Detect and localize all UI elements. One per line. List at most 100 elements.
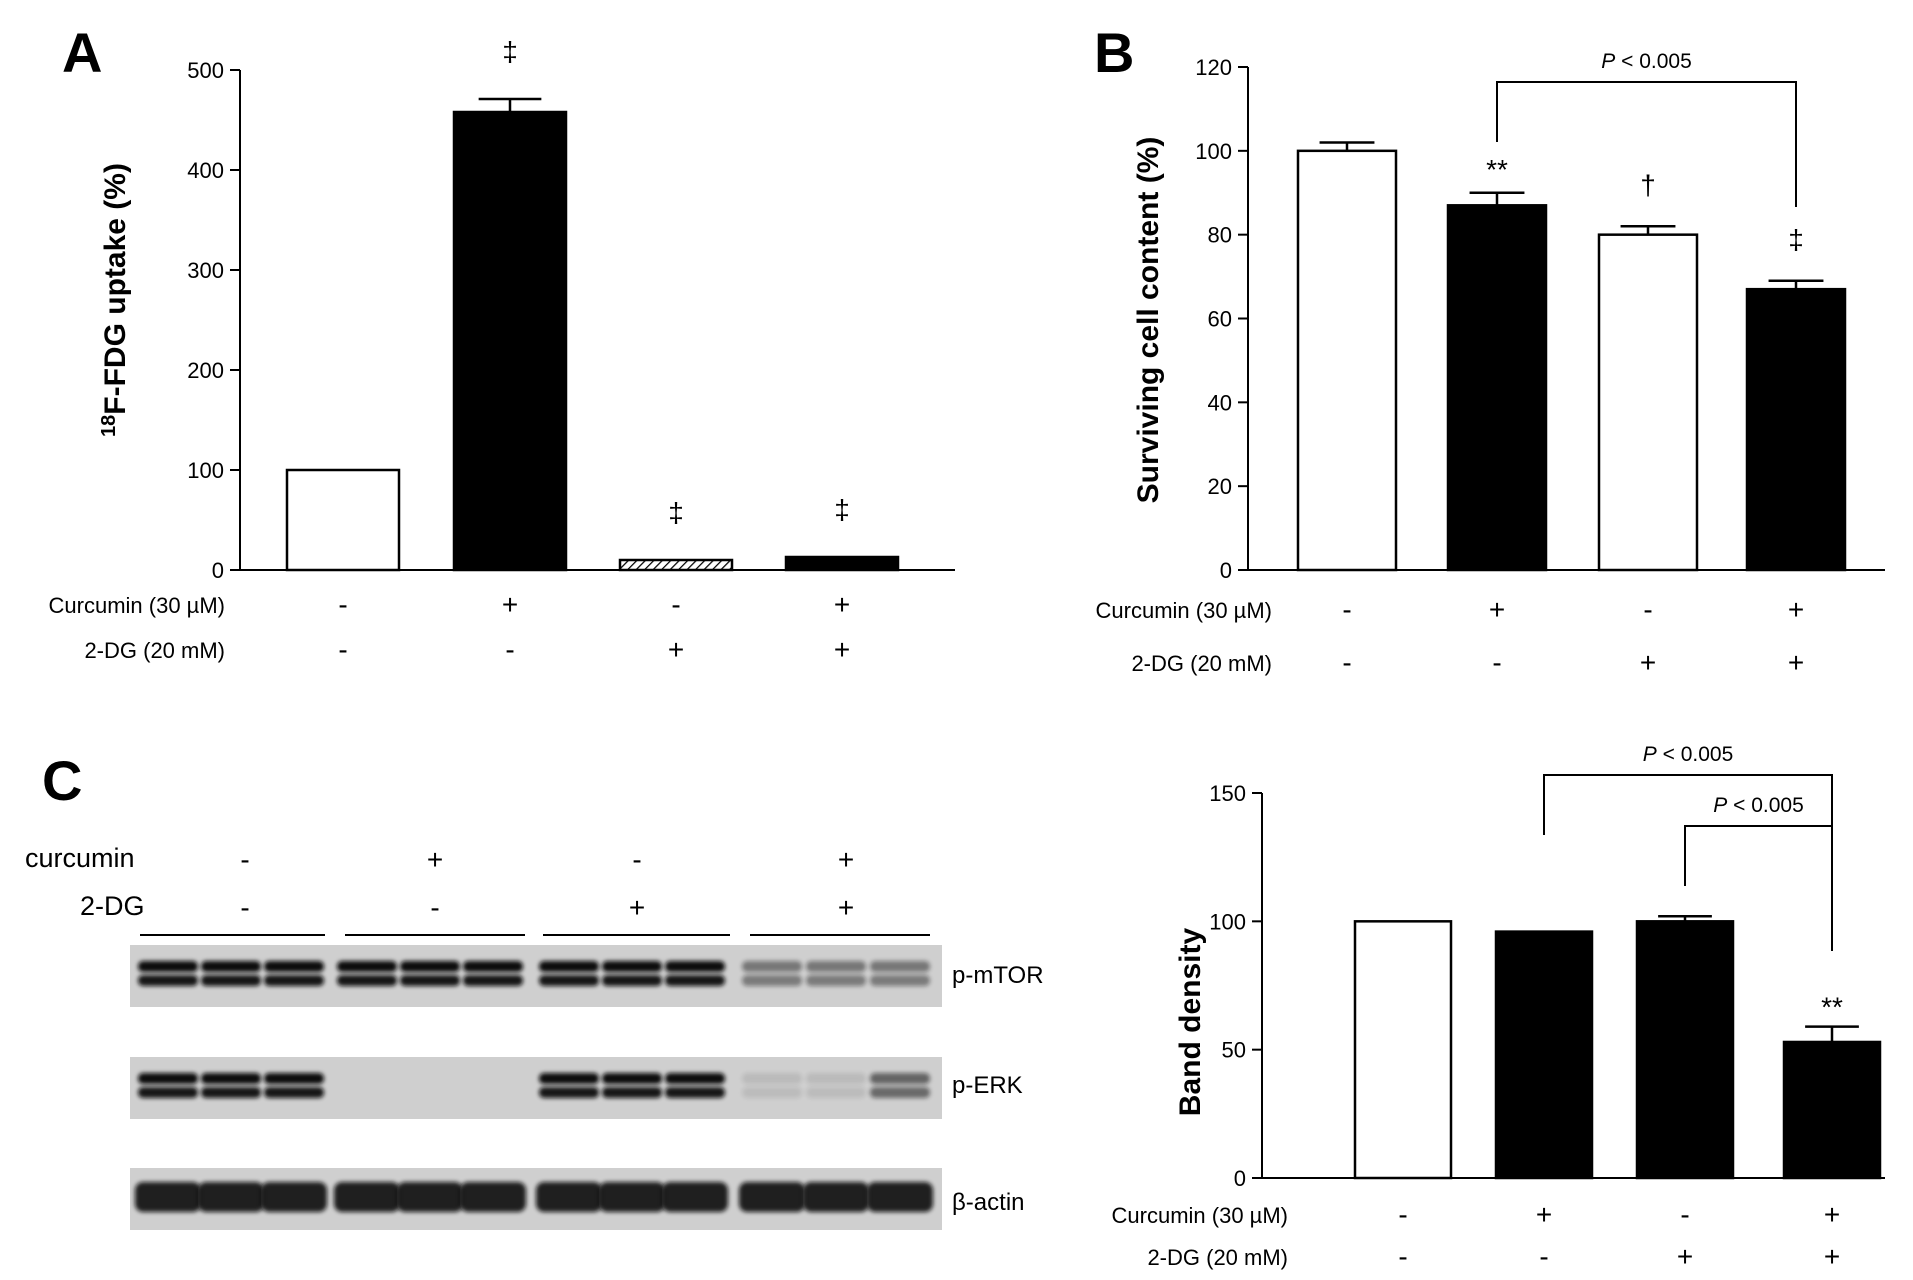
blot-band bbox=[135, 1182, 201, 1212]
chart-c-condition-sign: - bbox=[1398, 1199, 1407, 1230]
chart-c-y-tick-label: 150 bbox=[1209, 781, 1246, 806]
blot-band bbox=[460, 1182, 526, 1212]
chart-a-y-tick-label: 500 bbox=[187, 58, 224, 83]
blot-condition-sign: + bbox=[838, 844, 854, 875]
blot-band bbox=[867, 1182, 933, 1212]
blot-band-label: p-mTOR bbox=[952, 962, 1044, 989]
chart-a-condition-sign: + bbox=[668, 634, 684, 665]
blot-band bbox=[264, 961, 324, 972]
chart-c-bar bbox=[1782, 1040, 1882, 1180]
blot-band bbox=[201, 961, 261, 972]
chart-b-y-tick-label: 120 bbox=[1195, 55, 1232, 80]
blot-band bbox=[337, 961, 397, 972]
chart-c-condition-sign: + bbox=[1536, 1199, 1552, 1230]
blot-membrane bbox=[130, 1057, 942, 1119]
blot-band bbox=[201, 1073, 261, 1084]
chart-c-bar bbox=[1635, 920, 1735, 1180]
chart-c-p-value-label: P < 0.005 bbox=[1643, 743, 1734, 766]
blot-band bbox=[539, 961, 599, 972]
chart-a-condition-sign: - bbox=[338, 589, 347, 620]
chart-a: 18F-FDG uptake (%) 0 100 200 300 400 500 ‡ ‡ ‡ Cu… bbox=[49, 36, 955, 665]
chart-c-significance-bracket bbox=[1684, 825, 1833, 951]
blot-band-label: β-actin bbox=[952, 1189, 1025, 1216]
blot-band bbox=[539, 975, 599, 986]
chart-c-condition-sign: + bbox=[1824, 1199, 1840, 1230]
blot-band bbox=[198, 1182, 264, 1212]
blot-condition-sign: - bbox=[240, 844, 249, 875]
blot-band bbox=[539, 1073, 599, 1084]
chart-a-condition-sign: + bbox=[502, 589, 518, 620]
blot-band bbox=[742, 1087, 802, 1098]
chart-a-y-tick-label: 0 bbox=[212, 558, 224, 583]
chart-a-significance-mark: ‡ bbox=[502, 36, 518, 67]
blot-band bbox=[264, 1087, 324, 1098]
blot-band bbox=[742, 975, 802, 986]
chart-b-significance-mark: ** bbox=[1486, 154, 1508, 185]
blot-band bbox=[261, 1182, 327, 1212]
panel-label-b: B bbox=[1094, 21, 1134, 84]
blot-band bbox=[665, 1087, 725, 1098]
chart-c-condition-sign: - bbox=[1398, 1241, 1407, 1272]
chart-c-y-tick-label: 0 bbox=[1234, 1166, 1246, 1191]
chart-a-y-tick-label: 400 bbox=[187, 158, 224, 183]
blot-condition-sign: + bbox=[629, 892, 645, 923]
chart-b-y-tick-label: 40 bbox=[1208, 390, 1232, 415]
blot-band bbox=[739, 1182, 805, 1212]
chart-b-bar bbox=[1745, 287, 1847, 572]
chart-a-condition-sign: - bbox=[338, 634, 347, 665]
chart-c-y-tick-label: 100 bbox=[1209, 909, 1246, 934]
blot-band-label: p-ERK bbox=[952, 1072, 1023, 1099]
chart-b: Surviving cell content (%) 0 20 40 60 80 100 1… bbox=[1096, 50, 1885, 678]
blot-band bbox=[400, 975, 460, 986]
blot-band bbox=[870, 961, 930, 972]
blot-condition-label: curcumin bbox=[25, 843, 135, 873]
chart-a-condition-sign: - bbox=[505, 634, 514, 665]
blot-band bbox=[201, 1087, 261, 1098]
panel-label-c: C bbox=[42, 749, 82, 812]
blot-band bbox=[337, 975, 397, 986]
chart-b-bar bbox=[1296, 149, 1398, 572]
blot-condition-sign: - bbox=[240, 892, 249, 923]
blot-band bbox=[334, 1182, 400, 1212]
blot-band bbox=[870, 1087, 930, 1098]
chart-a-significance-mark: ‡ bbox=[668, 497, 684, 528]
blot-band bbox=[742, 1073, 802, 1084]
chart-b-bar bbox=[1446, 204, 1548, 572]
blot-band bbox=[138, 1073, 198, 1084]
chart-c-condition-label: Curcumin (30 µM) bbox=[1112, 1203, 1288, 1228]
chart-b-p-value-label: P < 0.005 bbox=[1601, 50, 1692, 73]
blot-condition-sign: - bbox=[632, 844, 641, 875]
blot-band bbox=[602, 1073, 662, 1084]
chart-c-condition-sign: - bbox=[1680, 1199, 1689, 1230]
blot-band bbox=[138, 1087, 198, 1098]
chart-a-bar bbox=[618, 558, 734, 572]
chart-b-bar bbox=[1597, 233, 1699, 572]
chart-b-significance-bracket bbox=[1496, 81, 1797, 207]
blot-band bbox=[665, 1073, 725, 1084]
chart-b-condition-sign: + bbox=[1489, 594, 1505, 625]
chart-b-y-tick-label: 80 bbox=[1208, 223, 1232, 248]
chart-b-condition-sign: - bbox=[1492, 647, 1501, 678]
chart-b-y-axis-label: Surviving cell content (%) bbox=[1132, 137, 1165, 504]
blot-band bbox=[602, 961, 662, 972]
chart-c-condition-sign: - bbox=[1539, 1241, 1548, 1272]
blot-band bbox=[138, 975, 198, 986]
blot-band bbox=[463, 961, 523, 972]
blot-band bbox=[201, 975, 261, 986]
chart-b-condition-sign: - bbox=[1643, 594, 1652, 625]
chart-b-y-tick-label: 20 bbox=[1208, 474, 1232, 499]
blot-band bbox=[539, 1087, 599, 1098]
blot-band bbox=[870, 1073, 930, 1084]
blot-condition-sign: - bbox=[430, 892, 439, 923]
blot-band bbox=[602, 975, 662, 986]
chart-c-band-density: Band density 0 50 100 150 ** Curcumin (30 µM)… bbox=[1112, 743, 1885, 1272]
blot-band bbox=[665, 975, 725, 986]
blot-band bbox=[870, 975, 930, 986]
chart-a-y-tick-label: 100 bbox=[187, 458, 224, 483]
blot-band bbox=[397, 1182, 463, 1212]
blot-band bbox=[662, 1182, 728, 1212]
chart-a-condition-sign: + bbox=[834, 634, 850, 665]
chart-a-bar bbox=[452, 110, 568, 572]
chart-c-condition-sign: + bbox=[1824, 1241, 1840, 1272]
